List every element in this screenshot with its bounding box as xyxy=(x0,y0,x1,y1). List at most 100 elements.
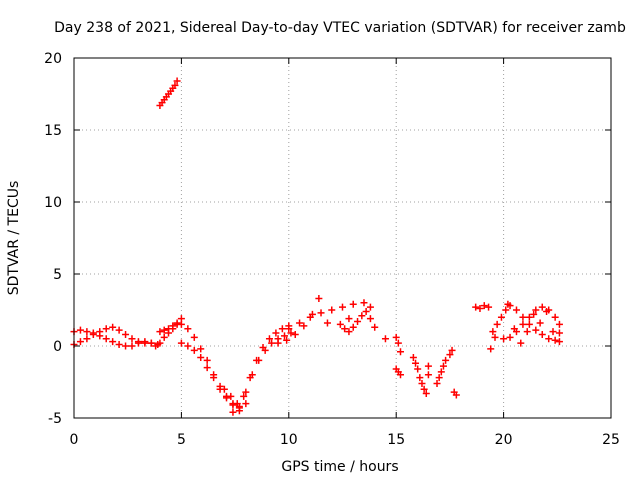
data-point xyxy=(396,348,404,356)
data-point xyxy=(366,303,374,311)
y-tick-label: 10 xyxy=(44,195,62,211)
sat-trace-20 xyxy=(504,300,563,347)
data-point xyxy=(122,342,130,350)
data-point xyxy=(102,335,110,343)
data-point xyxy=(115,326,123,334)
data-point xyxy=(235,402,243,410)
data-point xyxy=(265,335,273,343)
data-point xyxy=(190,333,198,341)
data-point xyxy=(160,326,168,334)
data-points xyxy=(70,77,563,416)
data-point xyxy=(115,341,123,349)
data-point xyxy=(412,359,420,367)
y-tick-label: 5 xyxy=(53,267,62,283)
sat-trace-13 xyxy=(323,315,389,343)
data-point xyxy=(287,329,295,337)
plot-frame xyxy=(73,57,612,419)
data-point xyxy=(296,319,304,327)
data-point xyxy=(336,320,344,328)
data-point xyxy=(452,391,460,399)
data-point xyxy=(491,333,499,341)
data-point xyxy=(223,394,231,402)
sat-trace-15 xyxy=(409,354,432,398)
data-point xyxy=(109,338,117,346)
data-point xyxy=(128,335,136,343)
data-point xyxy=(442,356,450,364)
data-point xyxy=(358,312,366,320)
sat-trace-8 xyxy=(220,322,293,408)
data-point xyxy=(555,320,563,328)
data-point xyxy=(141,338,149,346)
data-point xyxy=(519,313,527,321)
data-point xyxy=(83,328,91,336)
sat-trace-11 xyxy=(285,299,374,333)
data-point xyxy=(349,323,357,331)
data-point xyxy=(549,328,557,336)
data-point xyxy=(555,338,563,346)
data-point xyxy=(274,339,282,347)
data-point xyxy=(229,408,237,416)
data-point xyxy=(341,325,349,333)
data-point xyxy=(530,310,538,318)
data-point xyxy=(83,335,91,343)
y-tick-label: -5 xyxy=(48,411,62,427)
data-point xyxy=(283,336,291,344)
data-point xyxy=(96,332,104,340)
data-point xyxy=(190,346,198,354)
data-point xyxy=(184,342,192,350)
data-point xyxy=(306,313,314,321)
data-point xyxy=(109,323,117,331)
data-point xyxy=(122,330,130,338)
data-point xyxy=(134,339,142,347)
data-point xyxy=(268,339,276,347)
sat-trace-17 xyxy=(472,302,499,353)
chart-title: Day 238 of 2021, Sidereal Day-to-day VTE… xyxy=(54,20,626,36)
data-point xyxy=(345,328,353,336)
data-point xyxy=(422,390,430,398)
data-point xyxy=(229,401,237,409)
data-point xyxy=(500,335,508,343)
data-point xyxy=(349,300,357,308)
data-point xyxy=(551,336,559,344)
data-point xyxy=(362,307,370,315)
x-axis-label: GPS time / hours xyxy=(281,459,398,475)
data-point xyxy=(255,356,263,364)
x-tick-label: 25 xyxy=(602,432,620,448)
data-point xyxy=(545,335,553,343)
data-point xyxy=(339,303,346,311)
data-point xyxy=(317,309,325,317)
x-tick-label: 15 xyxy=(387,432,405,448)
data-point xyxy=(371,323,379,331)
x-tick-label: 0 xyxy=(70,432,79,448)
data-point xyxy=(472,303,480,311)
data-point xyxy=(281,332,289,340)
data-point xyxy=(381,335,389,343)
data-point xyxy=(517,339,525,347)
data-point xyxy=(536,319,544,327)
data-point xyxy=(171,81,179,89)
data-point xyxy=(394,339,402,347)
data-point xyxy=(420,385,428,393)
data-point xyxy=(76,326,84,334)
grid xyxy=(74,58,611,418)
sat-trace-3 xyxy=(156,77,181,110)
data-point xyxy=(506,333,514,341)
data-point xyxy=(424,362,432,370)
data-point xyxy=(184,325,192,333)
data-point xyxy=(446,351,454,359)
data-point xyxy=(278,325,286,333)
data-point xyxy=(285,325,293,333)
data-point xyxy=(497,313,505,321)
data-point xyxy=(128,342,136,350)
data-point xyxy=(165,325,173,333)
data-point xyxy=(272,329,280,337)
data-point xyxy=(392,333,400,341)
data-point xyxy=(261,346,269,354)
data-point xyxy=(414,365,422,373)
data-point xyxy=(315,294,323,302)
data-point xyxy=(532,306,540,314)
data-point xyxy=(173,77,181,85)
x-tick-label: 5 xyxy=(177,432,186,448)
data-point xyxy=(156,339,164,347)
